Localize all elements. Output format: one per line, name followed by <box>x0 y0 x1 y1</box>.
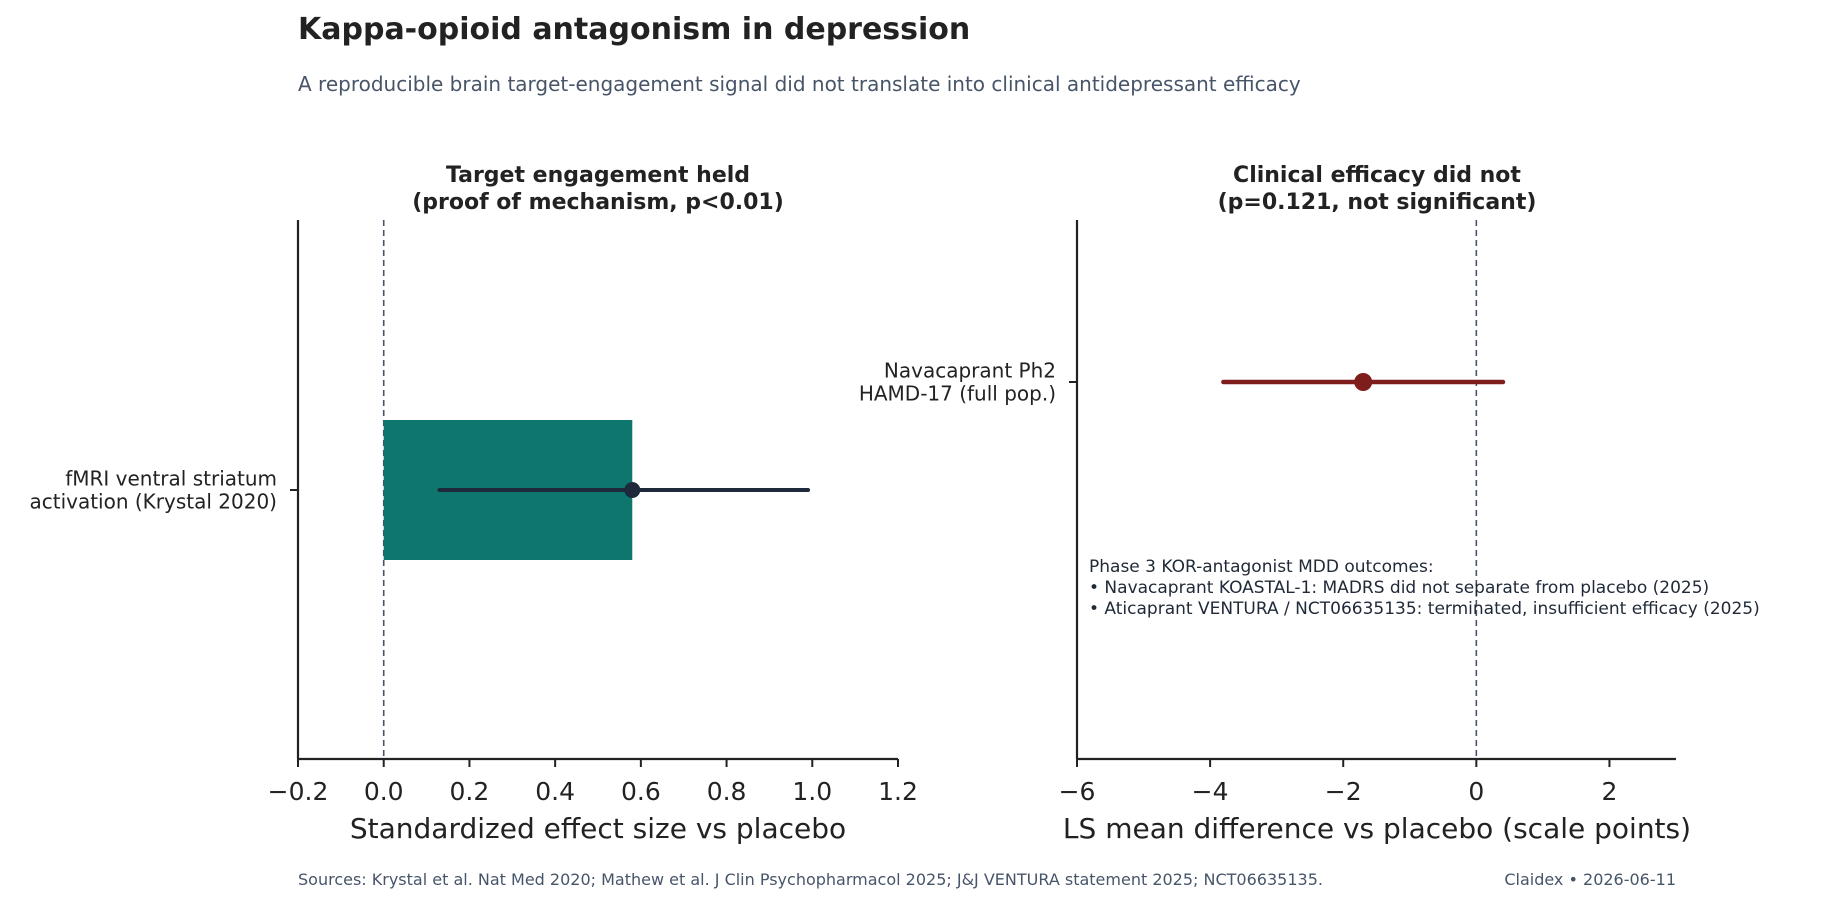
x-tick-label: 0.4 <box>535 777 575 806</box>
annotation-line: Phase 3 KOR-antagonist MDD outcomes: <box>1089 557 1434 577</box>
panel-clinical-efficacy: Clinical efficacy did not(p=0.121, not s… <box>859 163 1760 845</box>
chart-title: Kappa-opioid antagonism in depression <box>298 12 970 47</box>
x-tick-label: 1.0 <box>792 777 832 806</box>
category-label-line: HAMD-17 (full pop.) <box>859 382 1056 406</box>
panel-title-line: (proof of mechanism, p<0.01) <box>412 190 784 215</box>
footer-credit: Claidex • 2026-06-11 <box>1504 870 1676 889</box>
annotation-line: • Aticaprant VENTURA / NCT06635135: term… <box>1089 599 1760 619</box>
x-axis-label: Standardized effect size vs placebo <box>350 812 846 845</box>
x-axis-label: LS mean difference vs placebo (scale poi… <box>1063 812 1691 845</box>
x-tick-label: 0.2 <box>450 777 490 806</box>
chart-subtitle: A reproducible brain target-engagement s… <box>298 72 1301 96</box>
panel-target-engagement: Target engagement held(proof of mechanis… <box>29 163 917 845</box>
x-tick-label: −2 <box>1325 777 1362 806</box>
x-tick-label: 0.0 <box>364 777 404 806</box>
point-estimate <box>1354 373 1373 391</box>
panel-title-line: (p=0.121, not significant) <box>1218 190 1537 215</box>
x-tick-label: −4 <box>1192 777 1229 806</box>
x-tick-label: 0.6 <box>621 777 661 806</box>
category-label-line: fMRI ventral striatum <box>65 467 277 491</box>
annotation-line: • Navacaprant KOASTAL-1: MADRS did not s… <box>1089 578 1709 598</box>
category-label-line: activation (Krystal 2020) <box>29 490 277 514</box>
panel-title-line: Clinical efficacy did not <box>1233 163 1521 188</box>
x-tick-label: −0.2 <box>268 777 329 806</box>
footer-sources: Sources: Krystal et al. Nat Med 2020; Ma… <box>298 870 1323 889</box>
category-label-line: Navacaprant Ph2 <box>884 359 1056 383</box>
x-tick-label: 0 <box>1468 777 1484 806</box>
x-tick-label: −6 <box>1059 777 1096 806</box>
point-estimate <box>624 482 641 498</box>
x-tick-label: 2 <box>1601 777 1617 806</box>
x-tick-label: 0.8 <box>707 777 747 806</box>
x-tick-label: 1.2 <box>878 777 918 806</box>
panel-title-line: Target engagement held <box>446 163 750 188</box>
